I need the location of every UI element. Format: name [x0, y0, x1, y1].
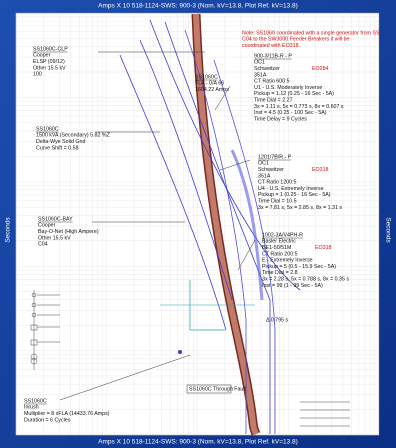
label-line: CT Ratio 1200:5 [258, 180, 297, 186]
label-line: 100 [33, 72, 42, 78]
label-line: Cooper [38, 223, 56, 229]
curve [149, 19, 301, 291]
curve [189, 280, 225, 331]
label-line: OC1 [258, 161, 269, 167]
label-line: U4 - U.S. Extremely Inverse [258, 186, 324, 192]
label-tag: EO284 [312, 66, 329, 72]
label-line: 351A [254, 72, 267, 78]
label-title: SS1060C-CLP [33, 46, 68, 52]
label-tag: EO318 [312, 167, 329, 173]
label-line: U1 - U.S. Moderately Inverse [254, 85, 322, 91]
label-line: 1500 kVA (Secondary) 5.82 %Z [36, 133, 111, 139]
y-axis-label: Seconds [384, 217, 391, 243]
label-line: E - Extremely Inverse [262, 258, 313, 264]
label-title: SS1060C [24, 398, 47, 404]
label-line: Time Dial = 2.27 [254, 98, 293, 104]
label-line: OC1 [254, 60, 265, 66]
label-line: Schweitzer [254, 66, 280, 72]
label-line: Duration = 6 Cycles [24, 417, 71, 423]
label-line: Pickup = 5 (0.5 - 15.9 Sec - 5A) [262, 264, 336, 270]
label-title: 1201/7B/R - P [258, 154, 292, 160]
label-line: Multiplier = 8 xFLA (14433.76 Amps) [24, 411, 110, 417]
label-line: Cooper [33, 53, 51, 59]
label-line: Time Delay = 9 Cycles [254, 116, 307, 122]
label-title: SS1060C-BAY [38, 216, 73, 222]
label-line: Curve Shift = 0.58 [36, 145, 79, 151]
label-line: Inrush [24, 405, 39, 411]
label-line: 3x = 1.11 s, 5x = 0.773 s, 8x = 0.607 s [254, 104, 344, 110]
label-title: Δ 0.795 s [266, 317, 288, 323]
label-line: Pickup = 1 (0.25 - 16 Sec - 5A) [258, 192, 331, 198]
label-line: CT Ratio 200:5 [262, 251, 298, 257]
label-line: ELSP (09/12) [33, 59, 65, 65]
label-line: 1604.22 Amps [195, 87, 229, 93]
one-line-diagram [30, 290, 350, 427]
label-line: 3x = 2.28 s, 5x = 0.788 s, 8x = 0.35 s [262, 277, 349, 283]
label-tag: EO318 [315, 245, 332, 251]
label-title: 900-3/11B-R - P [254, 53, 292, 59]
label-title: SS1060C [195, 74, 218, 80]
label-line: CT Ratio 600:5 [254, 79, 290, 85]
label-title: SS1060C Through Fault [189, 386, 247, 392]
label-line: Time Dial = 2.8 [262, 270, 298, 276]
leader [59, 354, 191, 401]
label-line: Basler Electric [262, 239, 296, 245]
grid [15, 13, 379, 436]
header-title: Amps X 10 518-1124-SWS: 900-3 (Nom. kV=1… [98, 3, 298, 10]
label-line: 351A [258, 173, 271, 179]
curve [184, 29, 247, 434]
label-line: Other 15.5 kV [38, 235, 71, 241]
curve [119, 54, 227, 331]
curves [59, 13, 301, 436]
curve [164, 21, 271, 434]
damage-band-fill [193, 13, 259, 436]
note-line: C04 to the SW3000 Feeder Breakers it wil… [242, 37, 350, 43]
label-line: Bay-O-Net (High Ampere) [38, 229, 99, 235]
leader [92, 51, 256, 271]
label-line: FLA - 0/A 66 [195, 81, 224, 87]
label-line: C04 [38, 242, 48, 248]
label-line: Schweitzer [258, 167, 284, 173]
label-line: BE1-50/51M [262, 245, 291, 251]
curve [139, 39, 233, 301]
curve [230, 149, 264, 301]
footer-title: Amps X 10 518-1124-SWS: 900-3 (Nom. kV=1… [98, 439, 298, 446]
label-line: Inst = 4.5 (0.25 - 100 Sec - 5A) [254, 110, 327, 116]
label-line: Other 15.5 kV [33, 65, 66, 71]
label-line: Inst = 99 (1 - 99 Sec - 5A) [262, 283, 323, 289]
label-line: Pickup = 1.12 (0.25 - 16 Sec - 5A) [254, 91, 334, 97]
note-line: Note: SS1060 coordinated with a single g… [242, 30, 380, 36]
label-line: 3x = 7.81 s, 5x = 2.85 s, 8x = 1.31 s [258, 205, 342, 211]
note-line: coordinated with EO318. [242, 43, 300, 49]
curve [213, 59, 276, 434]
box [186, 384, 232, 394]
label-title: SS1060C [36, 126, 59, 132]
point [178, 350, 182, 354]
y-axis-label: Seconds [5, 217, 12, 243]
label-title: 1002-3A/V4PH-R [262, 232, 303, 238]
label-line: Time Dial = 10.5 [258, 199, 297, 205]
label-line: Delta-Wye Solid Gnd [36, 139, 85, 145]
